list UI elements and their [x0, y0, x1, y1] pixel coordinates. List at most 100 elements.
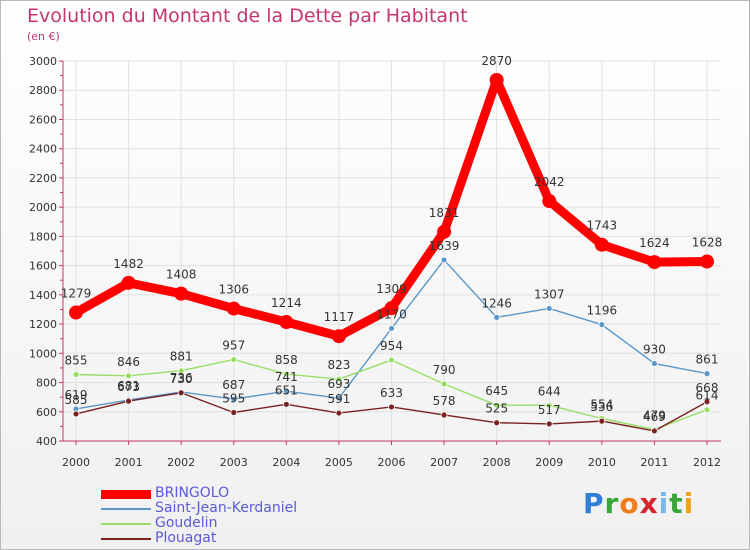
data-label: 823: [327, 358, 350, 372]
logo-letter: r: [604, 487, 620, 520]
y-tick-label: 2800: [29, 84, 57, 97]
data-point: [282, 387, 290, 395]
data-point: [598, 321, 606, 329]
data-label: 595: [222, 392, 245, 406]
data-point: [72, 371, 80, 378]
legend-item: Goudelin: [101, 516, 341, 531]
data-label: 645: [485, 384, 508, 398]
data-point: [335, 394, 343, 402]
legend-label: Plouagat: [155, 530, 217, 546]
logo-letter: P: [583, 487, 605, 520]
x-tick-label: 2005: [325, 456, 353, 469]
proxiti-logo: Proxiti: [583, 487, 694, 520]
data-label: 644: [538, 384, 561, 398]
data-point: [230, 395, 238, 403]
data-label: 585: [65, 393, 88, 407]
data-label: 525: [485, 402, 508, 416]
y-tick-label: 2000: [29, 201, 57, 214]
data-label: 614: [696, 389, 719, 403]
data-label: 681: [117, 379, 140, 393]
data-label: 741: [275, 370, 298, 384]
data-point: [335, 409, 343, 417]
data-point: [226, 301, 241, 316]
data-label: 1214: [271, 296, 302, 310]
data-point: [125, 372, 132, 380]
data-label: 1408: [166, 268, 197, 282]
data-point: [703, 398, 711, 406]
data-point: [440, 256, 448, 264]
data-point: [594, 237, 609, 252]
x-tick-label: 2011: [640, 456, 668, 469]
legend-label: Saint-Jean-Kerdaniel: [155, 500, 298, 516]
data-label: 861: [696, 353, 719, 367]
data-label: 1309: [376, 282, 407, 296]
data-label: 1628: [692, 236, 723, 250]
data-label: 1624: [639, 236, 670, 250]
data-point: [493, 419, 501, 427]
data-label: 619: [65, 388, 88, 402]
data-point: [489, 73, 504, 87]
data-point: [388, 403, 395, 411]
data-label: 479: [643, 408, 666, 422]
data-label: 736: [170, 371, 193, 385]
x-tick-label: 2000: [62, 456, 90, 469]
x-tick-label: 2006: [378, 456, 406, 469]
legend-swatch: [101, 523, 151, 525]
logo-letter: t: [669, 487, 684, 520]
logo-letter: o: [619, 487, 640, 520]
data-label: 2042: [534, 175, 565, 189]
data-point: [651, 360, 658, 367]
data-point: [598, 417, 606, 425]
data-point: [545, 420, 553, 428]
data-point: [335, 375, 343, 383]
data-label: 1482: [113, 257, 144, 271]
data-label: 673: [117, 380, 140, 394]
data-point: [437, 224, 452, 239]
x-tick-label: 2004: [272, 456, 300, 469]
data-label: 957: [222, 339, 245, 353]
x-tick-label: 2012: [693, 456, 721, 469]
data-label: 687: [222, 378, 245, 392]
data-point: [440, 380, 448, 388]
legend-item: Plouagat: [101, 531, 341, 546]
data-point: [647, 255, 662, 270]
legend-label: BRINGOLO: [155, 485, 230, 501]
data-point: [282, 370, 290, 378]
data-point: [177, 389, 185, 397]
x-tick-label: 2010: [588, 456, 616, 469]
data-label: 469: [643, 410, 666, 424]
data-label: 668: [696, 381, 719, 395]
data-label: 591: [327, 392, 350, 406]
data-point: [703, 406, 711, 414]
data-label: 1279: [61, 287, 92, 301]
data-label: 730: [170, 372, 193, 386]
data-label: 536: [590, 400, 613, 414]
legend-swatch: [101, 489, 151, 499]
x-tick-label: 2002: [167, 456, 195, 469]
y-tick-label: 1800: [29, 230, 57, 243]
logo-letter: x: [639, 487, 659, 520]
data-point: [545, 401, 553, 409]
y-tick-label: 1600: [29, 260, 57, 273]
data-point: [177, 367, 185, 375]
y-tick-label: 3000: [29, 55, 57, 68]
data-label: 1246: [481, 296, 512, 310]
data-label: 633: [380, 386, 403, 400]
x-tick-label: 2001: [115, 456, 143, 469]
data-point: [69, 305, 83, 320]
data-point: [230, 356, 238, 363]
data-point: [440, 411, 448, 419]
legend-item: BRINGOLO: [101, 486, 341, 501]
data-label: 554: [590, 397, 613, 411]
y-tick-label: 600: [36, 406, 57, 419]
data-label: 881: [170, 350, 193, 364]
data-label: 2870: [481, 54, 512, 68]
data-label: 1117: [324, 310, 355, 324]
y-tick-label: 400: [36, 435, 57, 448]
data-point: [493, 313, 501, 321]
x-tick-label: 2008: [483, 456, 511, 469]
data-label: 790: [433, 363, 456, 377]
legend-item: Saint-Jean-Kerdaniel: [101, 501, 341, 516]
